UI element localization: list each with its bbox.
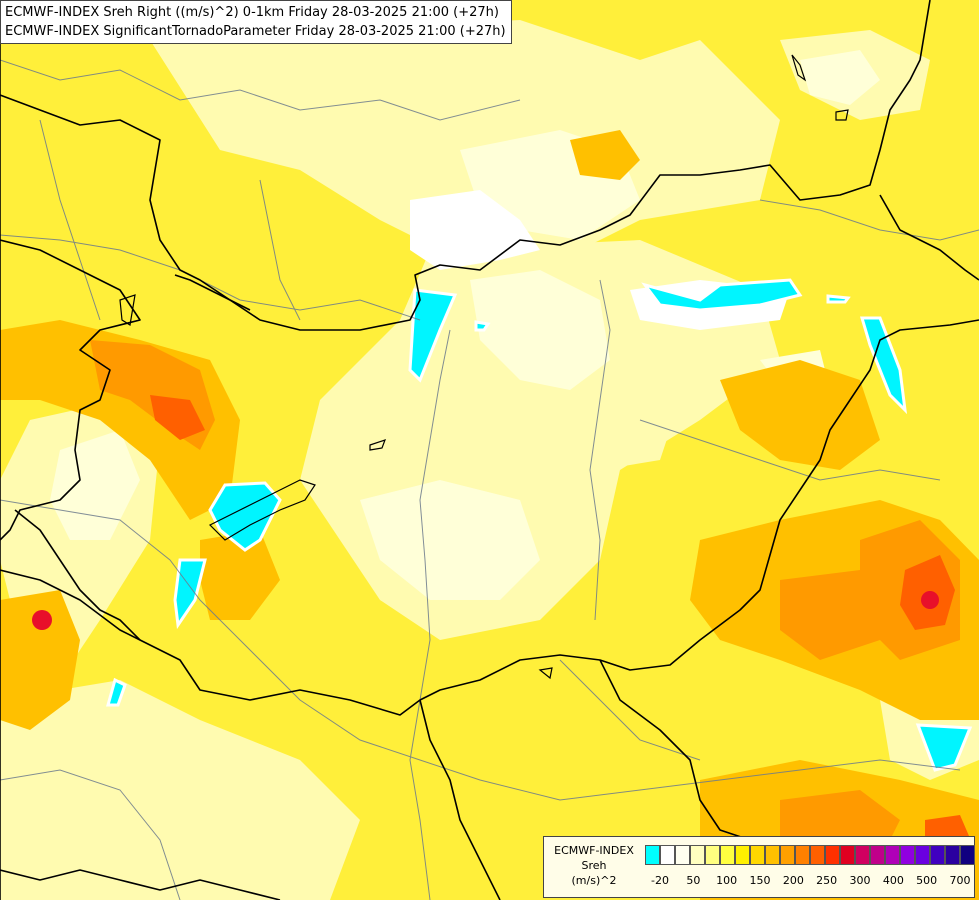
title-stp: ECMWF-INDEX SignificantTornadoParameter …	[5, 24, 506, 39]
legend-title-line1: ECMWF-INDEX	[554, 844, 634, 857]
legend-swatch	[750, 845, 765, 865]
legend-title: ECMWF-INDEX Sreh (m/s)^2	[544, 843, 644, 888]
legend-swatch	[690, 845, 705, 865]
legend-swatch	[870, 845, 885, 865]
legend-title-line2: Sreh	[581, 859, 607, 872]
legend-swatch	[645, 845, 660, 865]
legend-swatch	[840, 845, 855, 865]
legend-swatch	[855, 845, 870, 865]
legend-swatch	[795, 845, 810, 865]
sreh-negative-zones	[106, 278, 973, 772]
legend-tick-label: 50	[686, 874, 701, 887]
rivers	[0, 59, 979, 900]
legend-swatch	[735, 845, 750, 865]
legend-swatch	[960, 845, 975, 865]
legend-swatch	[660, 845, 675, 865]
legend-tick-label: -20	[651, 874, 669, 887]
legend-swatch	[810, 845, 825, 865]
legend-tick-label: 300	[849, 874, 871, 887]
legend-swatch	[930, 845, 945, 865]
legend-tick-label: 400	[882, 874, 904, 887]
legend-swatch	[765, 845, 780, 865]
legend-tick-label: 500	[916, 874, 938, 887]
legend-swatch	[720, 845, 735, 865]
legend-tick-label: 150	[749, 874, 771, 887]
sreh-extreme-zones	[32, 591, 939, 630]
legend-swatch	[885, 845, 900, 865]
legend-swatch	[945, 845, 960, 865]
map-title-box: ECMWF-INDEX Sreh Right ((m/s)^2) 0-1km F…	[0, 0, 512, 44]
lakes	[119, 54, 849, 680]
legend-swatch	[825, 845, 840, 865]
legend-swatch	[675, 845, 690, 865]
legend-title-line3: (m/s)^2	[571, 874, 617, 887]
legend-tick-label: 100	[716, 874, 738, 887]
title-sreh: ECMWF-INDEX Sreh Right ((m/s)^2) 0-1km F…	[5, 5, 499, 20]
legend-tick-label: 250	[816, 874, 838, 887]
color-legend: ECMWF-INDEX Sreh (m/s)^2 -20 50 100 150 200 2…	[543, 836, 975, 898]
legend-swatch	[780, 845, 795, 865]
legend-swatch	[705, 845, 720, 865]
legend-swatch	[915, 845, 930, 865]
legend-tick-label: 700	[949, 874, 971, 887]
legend-swatch	[900, 845, 915, 865]
legend-tick-label: 200	[782, 874, 804, 887]
